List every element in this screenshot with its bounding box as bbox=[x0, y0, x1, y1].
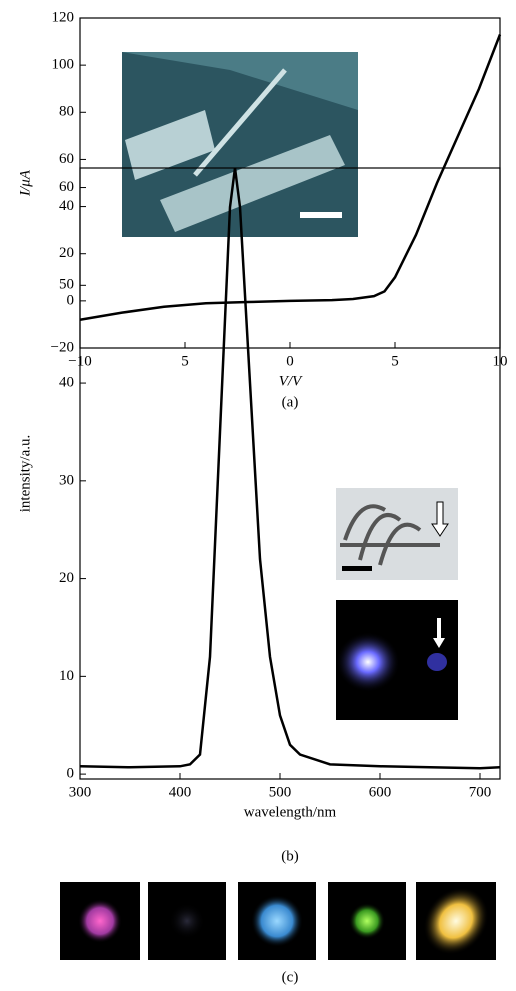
x-tick-label: 5 bbox=[391, 353, 399, 369]
data-line bbox=[79, 167, 501, 770]
x-axis-label: V/V bbox=[279, 373, 303, 389]
x-tick-label: 300 bbox=[69, 784, 92, 800]
x-tick-label: 600 bbox=[369, 784, 392, 800]
y-tick-label: 0 bbox=[67, 292, 75, 308]
y-tick-label: 120 bbox=[52, 9, 75, 25]
y-tick-label: −20 bbox=[51, 339, 74, 355]
y-tick-label: 30 bbox=[59, 472, 74, 488]
x-tick-label: 5 bbox=[181, 353, 189, 369]
y-tick-label: 100 bbox=[52, 57, 75, 73]
x-tick-label: 700 bbox=[469, 784, 492, 800]
y-tick-label: 60 bbox=[59, 179, 74, 195]
y-tick-label: 80 bbox=[59, 104, 74, 120]
y-tick-label: 40 bbox=[59, 198, 74, 214]
optical-inset bbox=[336, 488, 458, 580]
el-inset bbox=[336, 600, 458, 720]
data-line bbox=[79, 34, 502, 321]
x-tick-label: 500 bbox=[269, 784, 292, 800]
y-tick-label: 20 bbox=[59, 570, 74, 586]
y-tick-label: 40 bbox=[59, 375, 74, 391]
y-tick-label: 10 bbox=[59, 668, 74, 684]
panel-label: (c) bbox=[282, 969, 299, 985]
panel-label: (b) bbox=[281, 848, 299, 864]
y-tick-label: 20 bbox=[59, 245, 74, 261]
panel-label: (a) bbox=[282, 394, 299, 410]
plot-frame bbox=[79, 167, 501, 780]
y-tick-label: 0 bbox=[67, 766, 75, 782]
x-tick-label: 0 bbox=[286, 353, 294, 369]
x-axis-label: wavelength/nm bbox=[244, 804, 337, 820]
y-axis-label: intensity/a.u. bbox=[17, 435, 33, 513]
emission-images bbox=[60, 882, 496, 960]
y-axis-label: I/μA bbox=[17, 169, 33, 197]
y-tick-label: 50 bbox=[59, 277, 74, 293]
x-tick-label: 400 bbox=[169, 784, 192, 800]
y-tick-label: 60 bbox=[59, 151, 74, 167]
